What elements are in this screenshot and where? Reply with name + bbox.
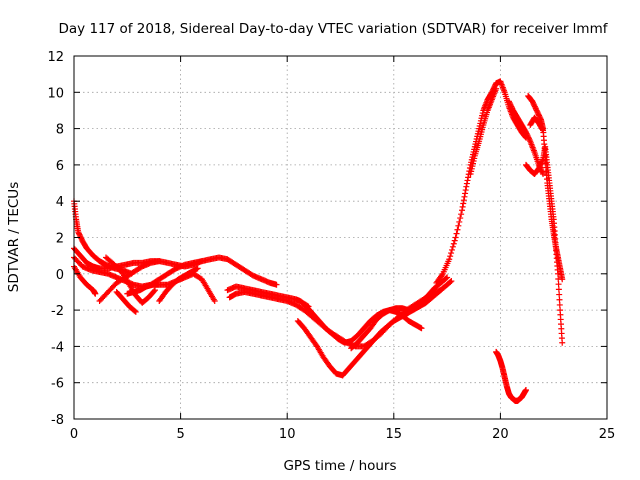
- data-point-sat-o: [463, 180, 470, 187]
- data-point-sat-l: [447, 278, 454, 285]
- data-point-sat-h: [132, 308, 139, 315]
- data-point-sat-s: [555, 286, 562, 293]
- data-point-sat-m: [418, 325, 425, 332]
- data-point-sat-o: [457, 215, 464, 222]
- data-point-sat-o: [438, 272, 445, 279]
- data-point-sat-s: [554, 270, 561, 277]
- data-point-sat-b: [273, 281, 280, 288]
- data-point-sat-q: [540, 170, 547, 177]
- data-point-sat-n: [443, 275, 450, 282]
- data-point-sat-o: [455, 222, 462, 229]
- y-tick-label: 12: [47, 50, 64, 65]
- data-point-sat-f: [151, 288, 158, 295]
- data-point-sat-o: [462, 190, 469, 197]
- data-point-sat-o: [465, 174, 472, 181]
- data-point-sat-d: [92, 290, 99, 297]
- y-tick-label: 10: [47, 86, 64, 101]
- data-point-sat-q: [539, 169, 546, 176]
- data-point-sat-t: [540, 127, 547, 134]
- data-point-sat-o: [452, 234, 459, 241]
- data-point-sat-o: [460, 197, 467, 204]
- data-point-sat-o: [449, 243, 456, 250]
- data-point-sat-o: [453, 230, 460, 237]
- data-point-sat-o: [463, 183, 470, 190]
- data-point-sat-o: [450, 240, 457, 247]
- y-tick-label: 8: [56, 123, 64, 138]
- data-point-sat-f: [152, 287, 159, 294]
- x-tick-label: 20: [492, 427, 509, 442]
- x-tick-label: 10: [279, 427, 296, 442]
- data-point-sat-o: [461, 193, 468, 200]
- y-tick-label: 2: [56, 232, 64, 247]
- data-point-sat-o: [454, 226, 461, 233]
- data-point-sat-o: [459, 207, 466, 214]
- data-point-sat-o: [460, 200, 467, 207]
- axis-ticks: 0 5 10 15 20 25 -8 -6 -4 -2 0 2 4 6 8 10 12: [47, 50, 615, 442]
- data-point-sat-s: [555, 275, 562, 282]
- y-axis-label: SDTVAR / TECUs: [6, 182, 22, 292]
- data-point-sat-s: [559, 339, 566, 346]
- data-point-sat-o: [458, 211, 465, 218]
- data-point-sat-i: [194, 265, 201, 272]
- data-point-sat-o: [462, 187, 469, 194]
- data-point-sat-s: [556, 301, 563, 308]
- data-point-sat-q: [526, 137, 533, 144]
- data-point-sat-e: [156, 258, 163, 265]
- y-tick-label: -6: [51, 377, 64, 392]
- x-tick-label: 5: [176, 427, 184, 442]
- data-point-sat-o: [456, 218, 463, 225]
- x-axis-label: GPS time / hours: [283, 458, 396, 474]
- y-tick-label: -4: [51, 340, 64, 355]
- x-tick-label: 25: [599, 427, 616, 442]
- data-points: [71, 78, 566, 404]
- data-point-sat-n: [444, 274, 451, 281]
- y-tick-label: 4: [56, 195, 64, 210]
- data-point-sat-t: [539, 126, 546, 133]
- data-point-sat-p: [493, 85, 500, 92]
- data-point-sat-o: [448, 250, 455, 257]
- data-point-sat-s: [555, 281, 562, 288]
- y-tick-label: 6: [56, 159, 64, 174]
- x-tick-label: 15: [386, 427, 403, 442]
- data-point-sat-l: [448, 278, 455, 285]
- data-point-sat-o: [464, 177, 471, 184]
- data-point-sat-s: [539, 157, 546, 164]
- data-point-sat-o: [446, 256, 453, 263]
- data-point-sat-o: [448, 246, 455, 253]
- data-point-sat-s: [556, 291, 563, 298]
- data-point-sat-g: [211, 298, 218, 305]
- x-tick-label: 0: [70, 427, 78, 442]
- y-tick-label: -2: [51, 304, 64, 319]
- data-point-sat-s: [556, 296, 563, 303]
- y-tick-label: 0: [56, 268, 64, 283]
- data-point-sat-o: [447, 253, 454, 260]
- data-point-sat-o: [459, 203, 466, 210]
- grid-lines: [74, 56, 607, 419]
- data-point-sat-o: [451, 237, 458, 244]
- data-point-sat-u: [522, 386, 529, 393]
- y-tick-label: -8: [51, 413, 64, 428]
- chart-title: Day 117 of 2018, Sidereal Day-to-day VTE…: [59, 21, 609, 37]
- data-point-sat-h: [131, 308, 138, 315]
- data-point-sat-c: [198, 258, 205, 265]
